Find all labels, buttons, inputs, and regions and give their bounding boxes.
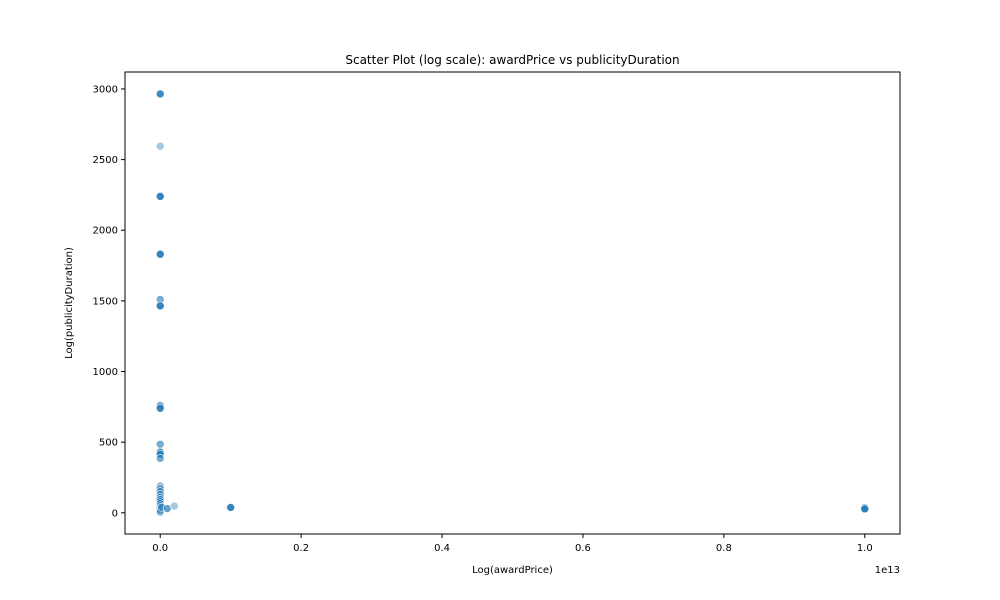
scatter-point-1: [155, 141, 165, 151]
points-layer: [155, 89, 870, 517]
scatter-point-26: [170, 501, 179, 511]
x-tick-label: 0.6: [575, 543, 591, 554]
x-axis-offset-label: 1e13: [875, 565, 900, 576]
scatter-point-0: [155, 89, 165, 99]
scatter-point-5: [155, 301, 165, 311]
scatter-point-3: [155, 249, 165, 259]
y-tick-label: 0: [112, 508, 118, 519]
x-tick-label: 0.2: [293, 543, 309, 554]
chart-title: Scatter Plot (log scale): awardPrice vs …: [345, 53, 679, 67]
x-tick-label: 0.8: [716, 543, 732, 554]
x-axis-label: Log(awardPrice): [472, 565, 553, 576]
scatter-point-7: [155, 403, 165, 413]
x-axis-ticks: 0.0 0.2 0.4 0.6 0.8 1.0: [152, 534, 873, 554]
y-axis-label: Log(publicityDuration): [64, 247, 75, 359]
y-tick-label: 2000: [93, 226, 118, 237]
scatter-point-8: [155, 439, 165, 449]
y-tick-label: 3000: [93, 84, 118, 95]
scatter-point-11: [155, 454, 165, 463]
scatter-point-2: [155, 192, 165, 201]
y-tick-label: 2500: [93, 155, 118, 166]
y-tick-label: 1500: [93, 296, 118, 307]
x-tick-label: 0.0: [152, 543, 168, 554]
y-tick-label: 1000: [93, 367, 118, 378]
x-tick-label: 0.4: [434, 543, 450, 554]
y-axis-ticks: 0 500 1000 1500 2000 2500 3000: [93, 84, 125, 519]
x-tick-label: 1.0: [857, 543, 873, 554]
plot-frame: [124, 71, 901, 535]
y-tick-label: 500: [99, 438, 118, 449]
scatter-point-27: [226, 503, 235, 512]
scatter-point-29: [860, 504, 870, 514]
